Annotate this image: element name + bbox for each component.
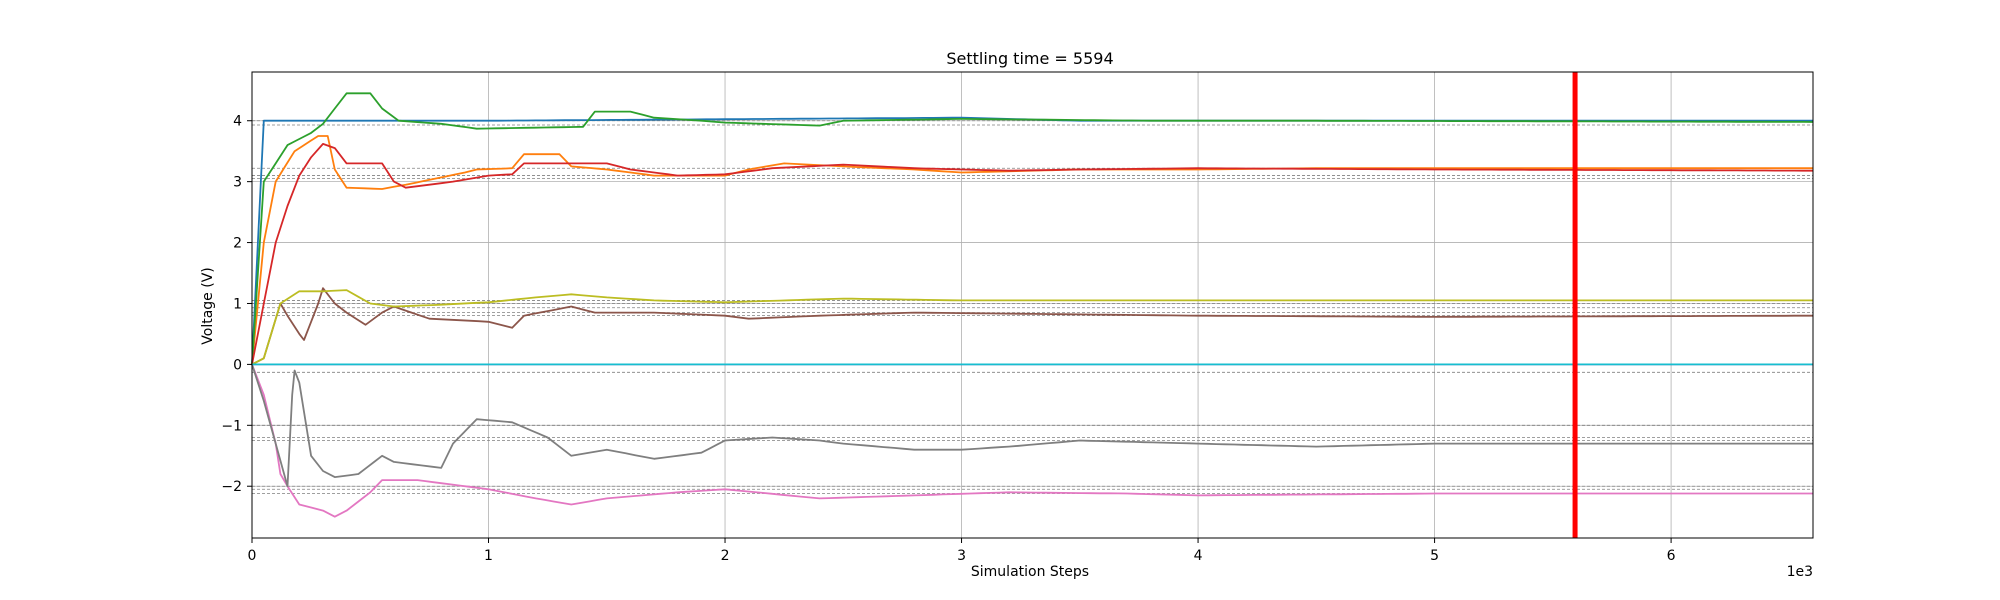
x-tick-label: 0 <box>248 548 257 564</box>
y-tick-label: −2 <box>221 479 242 495</box>
series-line <box>251 287 1813 366</box>
y-tick-label: 4 <box>233 114 242 130</box>
x-tick-label: 6 <box>1667 548 1676 564</box>
x-axis-label: Simulation Steps <box>971 564 1089 580</box>
chart-title: Settling time = 5594 <box>946 49 1113 68</box>
x-tick-label: 4 <box>1194 548 1203 564</box>
x-tick-label: 5 <box>1430 548 1439 564</box>
y-tick-label: 3 <box>233 175 242 191</box>
x-axis-ticks: 0 1 2 3 4 5 6 <box>248 538 1676 564</box>
series-line <box>251 289 1813 366</box>
y-tick-label: 1 <box>233 296 242 312</box>
series-line <box>251 364 1813 488</box>
x-axis-scale-label: 1e3 <box>1787 564 1813 580</box>
series-line <box>251 92 1814 365</box>
x-tick-label: 2 <box>721 548 730 564</box>
series-lines <box>251 92 1814 518</box>
y-axis-ticks: −2 −1 0 1 2 3 4 <box>221 114 252 495</box>
x-tick-label: 1 <box>484 548 493 564</box>
y-tick-label: −1 <box>221 418 242 434</box>
y-tick-label: 0 <box>233 357 242 373</box>
plot-frame <box>251 71 1814 539</box>
y-axis-label: Voltage (V) <box>200 267 216 344</box>
x-tick-label: 3 <box>957 548 966 564</box>
y-tick-label: 2 <box>233 236 242 252</box>
series-line <box>251 142 1813 365</box>
series-line <box>251 364 1813 518</box>
